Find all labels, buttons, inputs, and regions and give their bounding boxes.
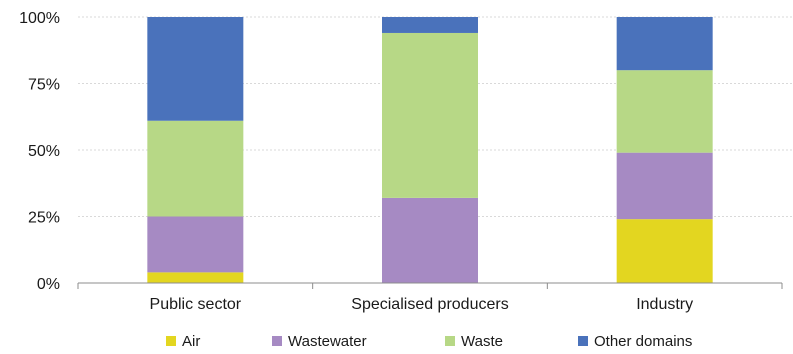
bar-waste <box>147 120 244 217</box>
bar-other-domains <box>147 17 244 121</box>
legend-label: Waste <box>461 333 503 350</box>
y-tick-label: 75% <box>28 77 60 94</box>
bars <box>147 17 713 283</box>
bar-wastewater <box>147 216 244 273</box>
legend-label: Other domains <box>594 333 692 350</box>
legend-swatch <box>272 336 282 346</box>
bar-air <box>147 272 244 283</box>
bar-air <box>616 219 713 283</box>
legend-swatch <box>166 336 176 346</box>
legend-label: Wastewater <box>288 333 367 350</box>
bar-other-domains <box>616 17 713 71</box>
legend-label: Air <box>182 333 200 350</box>
x-category-label: Public sector <box>150 296 242 313</box>
y-axis: 0% 25% 50% 75% 100% <box>19 10 60 293</box>
legend-swatch <box>445 336 455 346</box>
y-tick-label: 50% <box>28 143 60 160</box>
y-tick-label: 0% <box>37 276 60 293</box>
bar-other-domains <box>382 17 478 33</box>
legend-swatch <box>578 336 588 346</box>
x-category-label: Industry <box>636 296 693 313</box>
x-category-label: Specialised producers <box>351 296 508 313</box>
legend: Air Wastewater Waste Other domains <box>166 333 692 350</box>
bar-waste <box>382 32 478 198</box>
y-tick-label: 100% <box>19 10 60 27</box>
x-axis: Public sector Specialised producers Indust… <box>77 282 783 313</box>
bar-wastewater <box>616 152 713 220</box>
bar-wastewater <box>382 197 478 283</box>
y-tick-label: 25% <box>28 210 60 227</box>
bar-waste <box>616 70 713 153</box>
